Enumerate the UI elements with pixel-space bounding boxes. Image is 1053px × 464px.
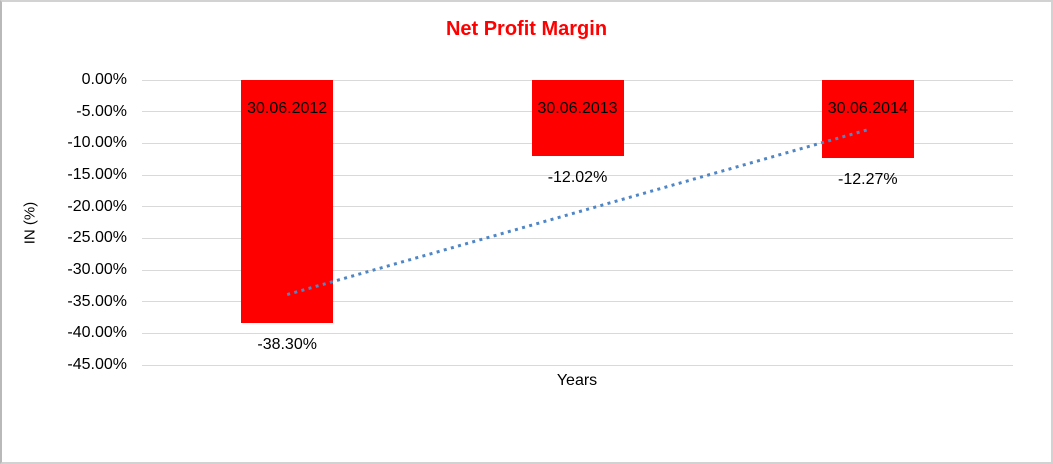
y-tick-label: -45.00% bbox=[67, 356, 127, 373]
data-label: -12.02% bbox=[547, 169, 608, 187]
y-tick-label: -20.00% bbox=[67, 197, 127, 215]
gridline bbox=[142, 269, 1013, 271]
bar-30.06.2014[interactable] bbox=[821, 80, 914, 158]
gridline bbox=[142, 206, 1013, 208]
y-tick-label: -25.00% bbox=[67, 229, 127, 247]
bar-30.06.2013[interactable] bbox=[531, 80, 624, 157]
gridline bbox=[142, 301, 1013, 303]
category-label: 30.06.2013 bbox=[537, 100, 618, 117]
category-label: 30.06.2012 bbox=[247, 100, 328, 117]
y-tick-label: 0.00% bbox=[81, 71, 127, 88]
y-tick-label: -15.00% bbox=[67, 166, 127, 183]
bar-30.06.2012[interactable] bbox=[241, 80, 334, 323]
gridline bbox=[142, 332, 1013, 334]
chart-title: Net Profit Margin bbox=[445, 18, 608, 40]
y-axis-title: IN (%) bbox=[21, 201, 39, 245]
y-tick-label: -10.00% bbox=[67, 134, 127, 152]
data-label: -12.27% bbox=[838, 170, 898, 188]
y-tick-label: -30.00% bbox=[67, 261, 127, 278]
gridline bbox=[142, 237, 1013, 239]
gridline bbox=[142, 364, 1013, 366]
y-tick-label: -5.00% bbox=[76, 102, 127, 120]
gridline bbox=[142, 174, 1013, 176]
y-tick-label: -35.00% bbox=[67, 292, 127, 310]
data-label: -38.30% bbox=[257, 335, 317, 353]
category-label: 30.06.2014 bbox=[827, 100, 908, 117]
y-tick-label: -40.00% bbox=[67, 324, 127, 342]
x-axis-title: Years bbox=[556, 372, 598, 389]
